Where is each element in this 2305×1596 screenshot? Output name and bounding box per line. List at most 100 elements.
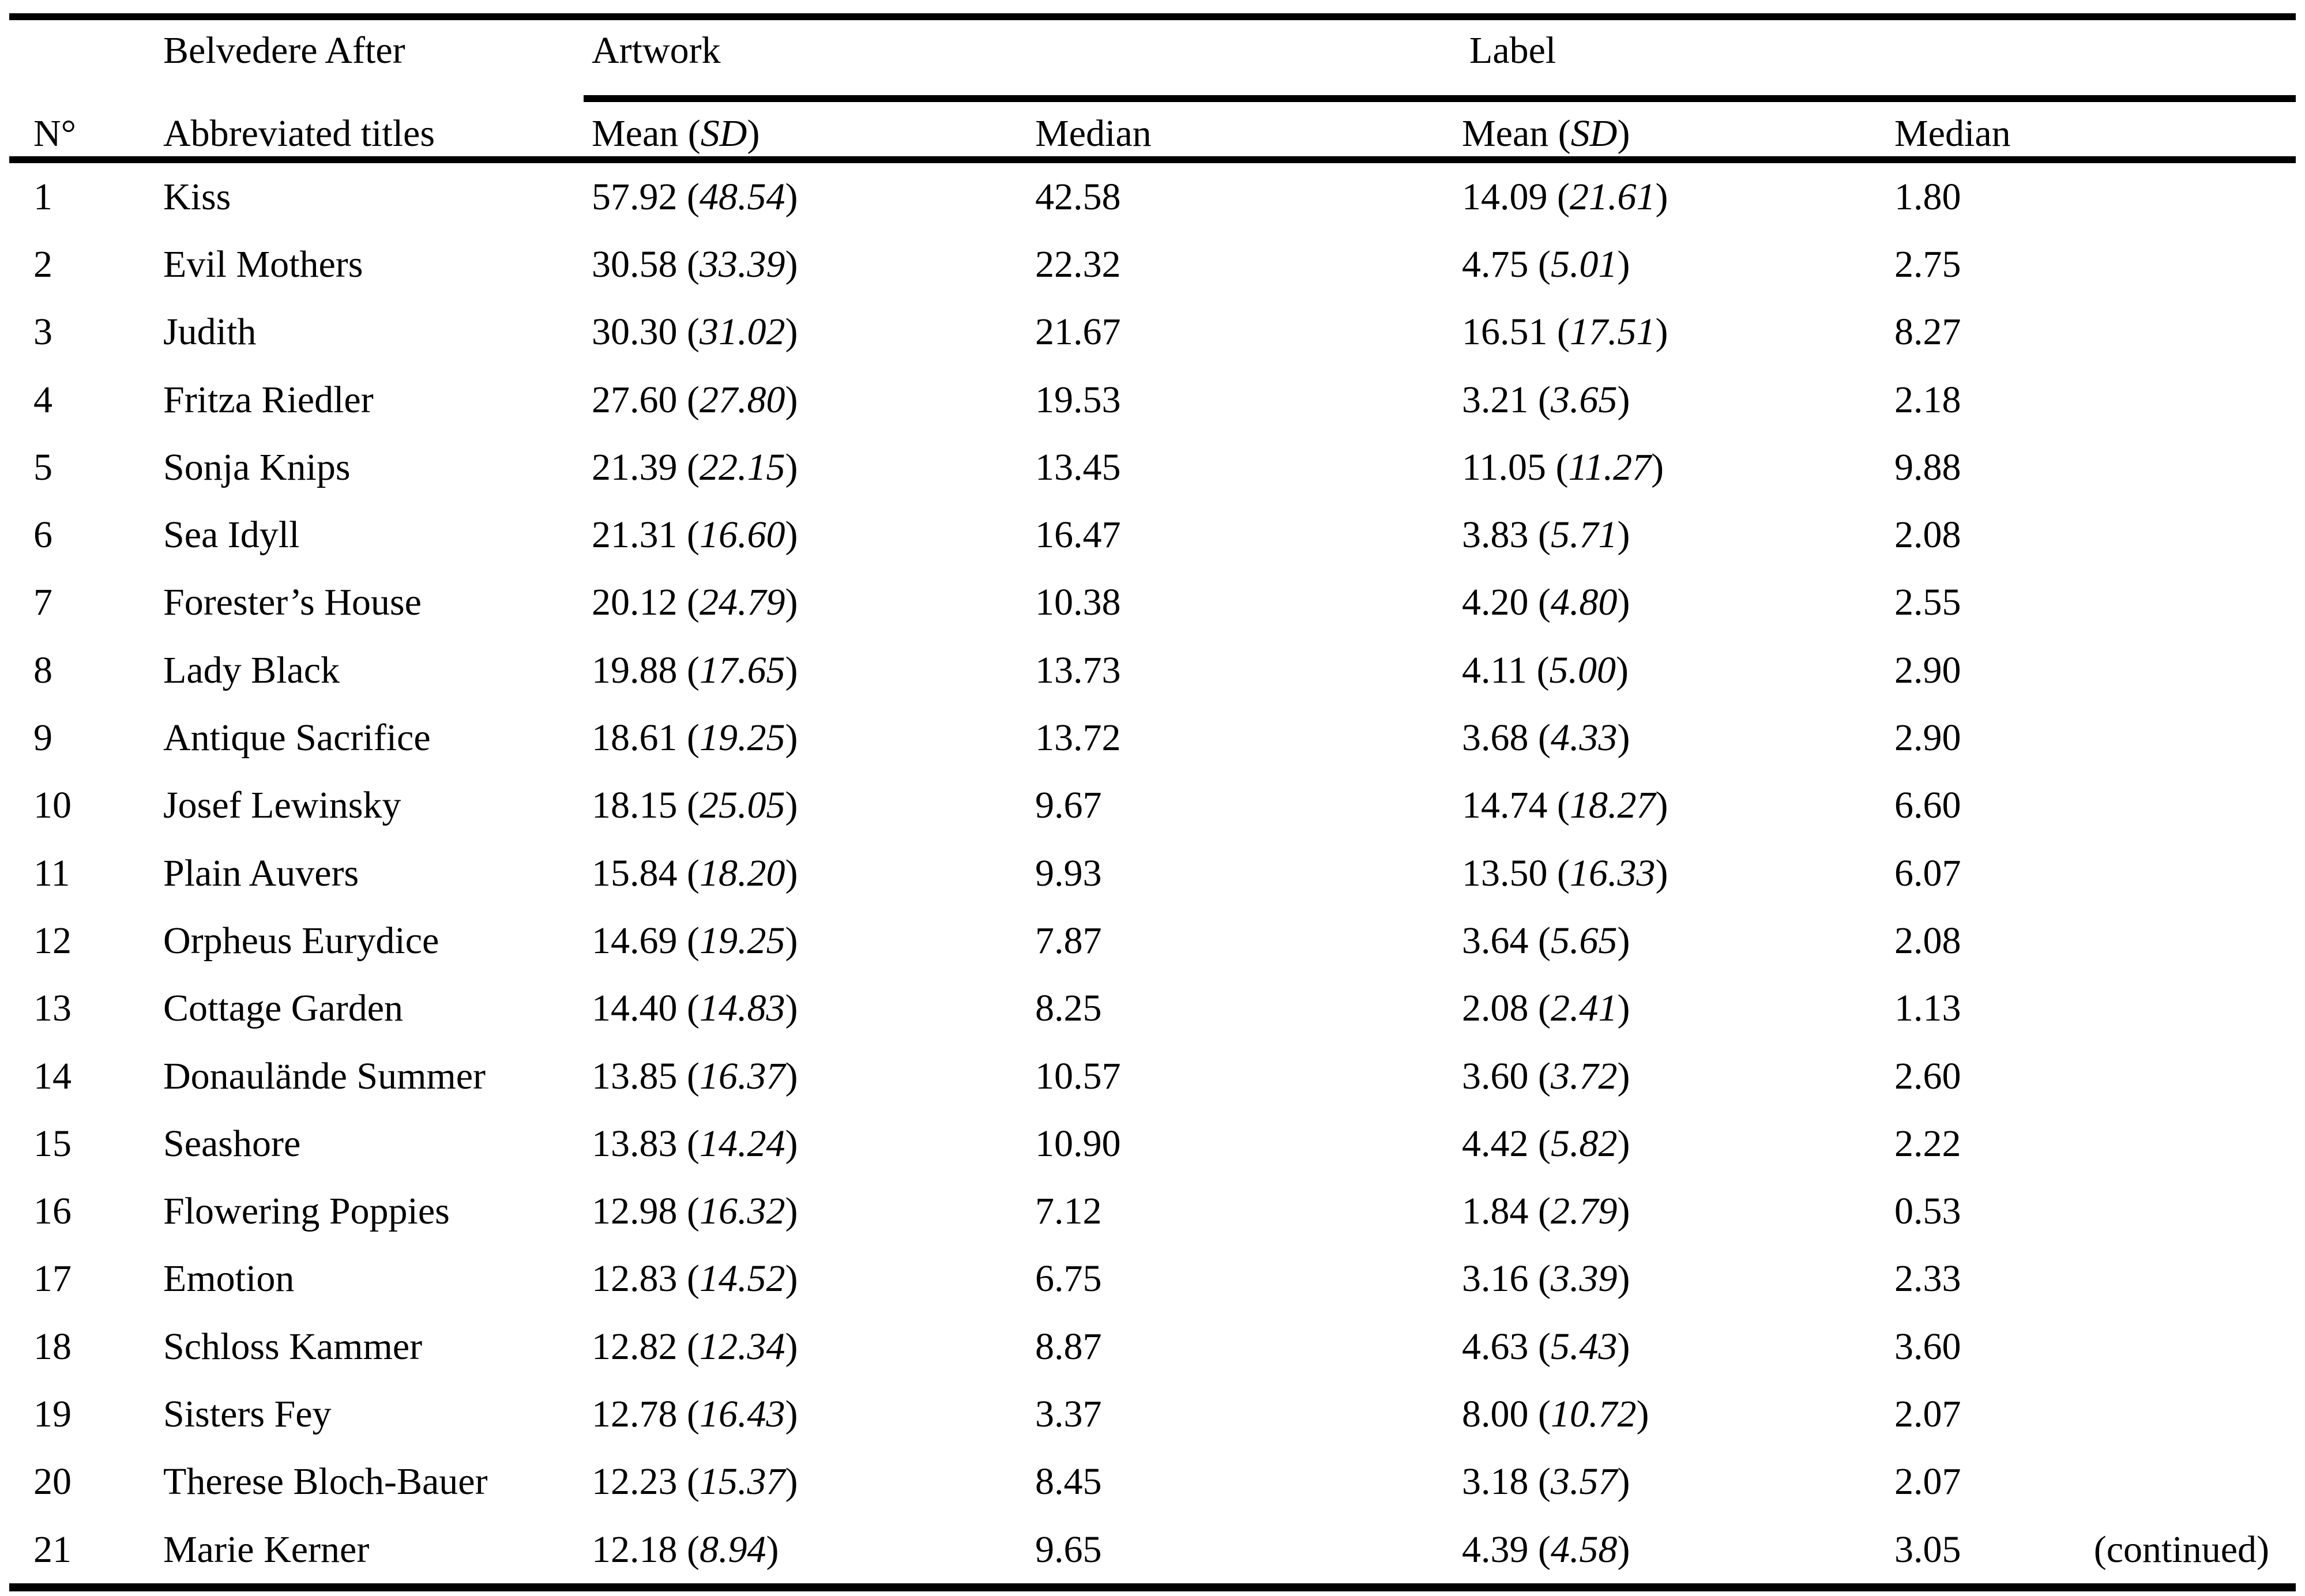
open-paren: ( <box>677 514 700 556</box>
open-paren: ( <box>677 1325 700 1368</box>
table-row: 18 Schloss Kammer 12.82 (12.34) 8.87 4.63 (5… <box>0 1313 2305 1380</box>
close-paren: ) <box>1617 1461 1630 1503</box>
mean-value: 12.83 <box>592 1258 678 1300</box>
table-row: 19 Sisters Fey 12.78 (16.43) 3.37 8.00 (10.7… <box>0 1380 2305 1448</box>
label-mean-sd-cell: 14.74 (18.27) <box>1462 786 1894 825</box>
sd-value: 3.57 <box>1550 1461 1618 1503</box>
open-paren: ( <box>677 987 700 1030</box>
open-paren: ( <box>1528 514 1551 556</box>
header-belvedere-after: Belvedere After <box>163 29 405 71</box>
label-mean-sd-cell: 4.42 (5.82) <box>1462 1124 1894 1163</box>
close-paren: ) <box>785 1392 798 1435</box>
mean-value: 3.64 <box>1462 919 1529 962</box>
header-artwork-mean-sd: Mean (SD) <box>592 115 759 153</box>
sd-value: 48.54 <box>699 175 785 218</box>
open-paren: ( <box>1547 175 1570 218</box>
open-paren: ( <box>1528 1258 1551 1300</box>
artwork-mean-sd-cell: 14.69 (19.25) <box>592 919 1035 962</box>
artwork-mean-sd-cell: 30.58 (33.39) <box>592 243 1035 285</box>
mean-value: 2.08 <box>1462 987 1529 1030</box>
close-paren: ) <box>1617 243 1630 285</box>
row-number-cell: 17 <box>33 1258 72 1300</box>
artwork-median-cell: 9.65 <box>1035 1528 1102 1571</box>
sd-value: 5.71 <box>1550 514 1618 556</box>
close-paren: ) <box>1617 717 1630 759</box>
title-cell: Cottage Garden <box>163 987 404 1030</box>
mean-value: 14.40 <box>592 987 678 1030</box>
sd-value: 31.02 <box>699 311 785 353</box>
sd-value: 10.72 <box>1550 1392 1637 1435</box>
row-number-cell: 4 <box>33 378 52 421</box>
mean-value: 21.39 <box>592 446 678 488</box>
mean-value: 1.84 <box>1462 1190 1529 1233</box>
open-paren: ( <box>677 1461 700 1503</box>
close-paren: ) <box>785 1325 798 1368</box>
close-paren: ) <box>1617 1528 1630 1571</box>
label-median-cell: 2.22 <box>1894 1122 1961 1165</box>
close-paren: ) <box>1655 311 1668 353</box>
sd-value: 3.39 <box>1550 1258 1618 1300</box>
sd-value: 19.25 <box>699 919 785 962</box>
title-cell: Orpheus Eurydice <box>163 919 439 962</box>
sd-value: 25.05 <box>699 784 785 827</box>
mean-value: 4.20 <box>1462 581 1529 624</box>
sd-value: 5.65 <box>1550 919 1618 962</box>
label-median-cell: 2.08 <box>1894 514 1961 556</box>
row-number-cell: 2 <box>33 243 52 285</box>
mean-value: 12.82 <box>592 1325 678 1368</box>
artwork-mean-sd-cell: 18.61 (19.25) <box>592 719 1035 757</box>
table-row: 8 Lady Black 19.88 (17.65) 13.73 4.11 (5.00)… <box>0 637 2305 704</box>
close-paren: ) <box>785 581 798 624</box>
artwork-mean-sd-cell: 15.84 (18.20) <box>592 852 1035 894</box>
open-paren: ( <box>1528 1528 1551 1571</box>
close-paren: ) <box>1617 1325 1630 1368</box>
sd-value: 2.79 <box>1550 1190 1618 1233</box>
open-paren: ( <box>677 581 700 624</box>
close-paren: ) <box>1617 581 1630 624</box>
open-paren: ( <box>677 1528 700 1571</box>
sd-value: 16.33 <box>1569 852 1656 894</box>
sd-value: 4.58 <box>1550 1528 1618 1571</box>
open-paren: ( <box>677 852 700 894</box>
artwork-mean-sd-cell: 13.85 (16.37) <box>592 1057 1035 1096</box>
artwork-mean-sd-cell: 18.15 (25.05) <box>592 786 1035 825</box>
artwork-median-cell: 8.45 <box>1035 1461 1102 1503</box>
mean-value: 16.51 <box>1462 311 1548 353</box>
label-median-cell: 2.75 <box>1894 243 1961 285</box>
artwork-mean-sd-cell: 12.78 (16.43) <box>592 1395 1035 1433</box>
mean-value: 4.63 <box>1462 1325 1529 1368</box>
sd-value: 14.83 <box>699 987 785 1030</box>
open-paren: ( <box>677 717 700 759</box>
close-paren: ) <box>785 717 798 759</box>
title-cell: Sisters Fey <box>163 1392 332 1435</box>
mean-value: 12.18 <box>592 1528 678 1571</box>
open-paren: ( <box>1528 1392 1551 1435</box>
sd-label: SD <box>700 112 747 155</box>
mean-value: 21.31 <box>592 514 678 556</box>
table-row: 10 Josef Lewinsky 18.15 (25.05) 9.67 14.74 (… <box>0 772 2305 840</box>
sd-value: 18.27 <box>1569 784 1656 827</box>
artwork-mean-sd-cell: 57.92 (48.54) <box>592 178 1035 216</box>
row-number-cell: 18 <box>33 1325 72 1368</box>
mean-value: 14.69 <box>592 919 678 962</box>
artwork-mean-sd-cell: 12.82 (12.34) <box>592 1325 1035 1368</box>
sd-value: 4.80 <box>1550 581 1618 624</box>
artwork-mean-sd-cell: 13.83 (14.24) <box>592 1122 1035 1165</box>
close-paren: ) <box>785 649 798 691</box>
close-paren: ) <box>785 243 798 285</box>
table-row: 9 Antique Sacrifice 18.61 (19.25) 13.72 3.68… <box>0 704 2305 771</box>
header-n: N° <box>33 112 77 155</box>
open-paren: ( <box>1528 1461 1551 1503</box>
close-paren: ) <box>785 1122 798 1165</box>
label-mean-sd-cell: 3.18 (3.57) <box>1462 1463 1894 1501</box>
row-number-cell: 6 <box>33 514 52 556</box>
artwork-median-cell: 3.37 <box>1035 1392 1102 1435</box>
label-median-cell: 3.05 <box>1894 1528 1961 1571</box>
open-paren: ( <box>677 311 700 353</box>
table-row: 2 Evil Mothers 30.58 (33.39) 22.32 4.75 (5.0… <box>0 231 2305 298</box>
row-number-cell: 13 <box>33 987 72 1030</box>
label-mean-sd-cell: 1.84 (2.79) <box>1462 1192 1894 1230</box>
label-median-cell: 8.27 <box>1894 311 1961 353</box>
label-mean-sd-cell: 4.39 (4.58) <box>1462 1528 1894 1571</box>
open-paren: ( <box>1528 581 1551 624</box>
